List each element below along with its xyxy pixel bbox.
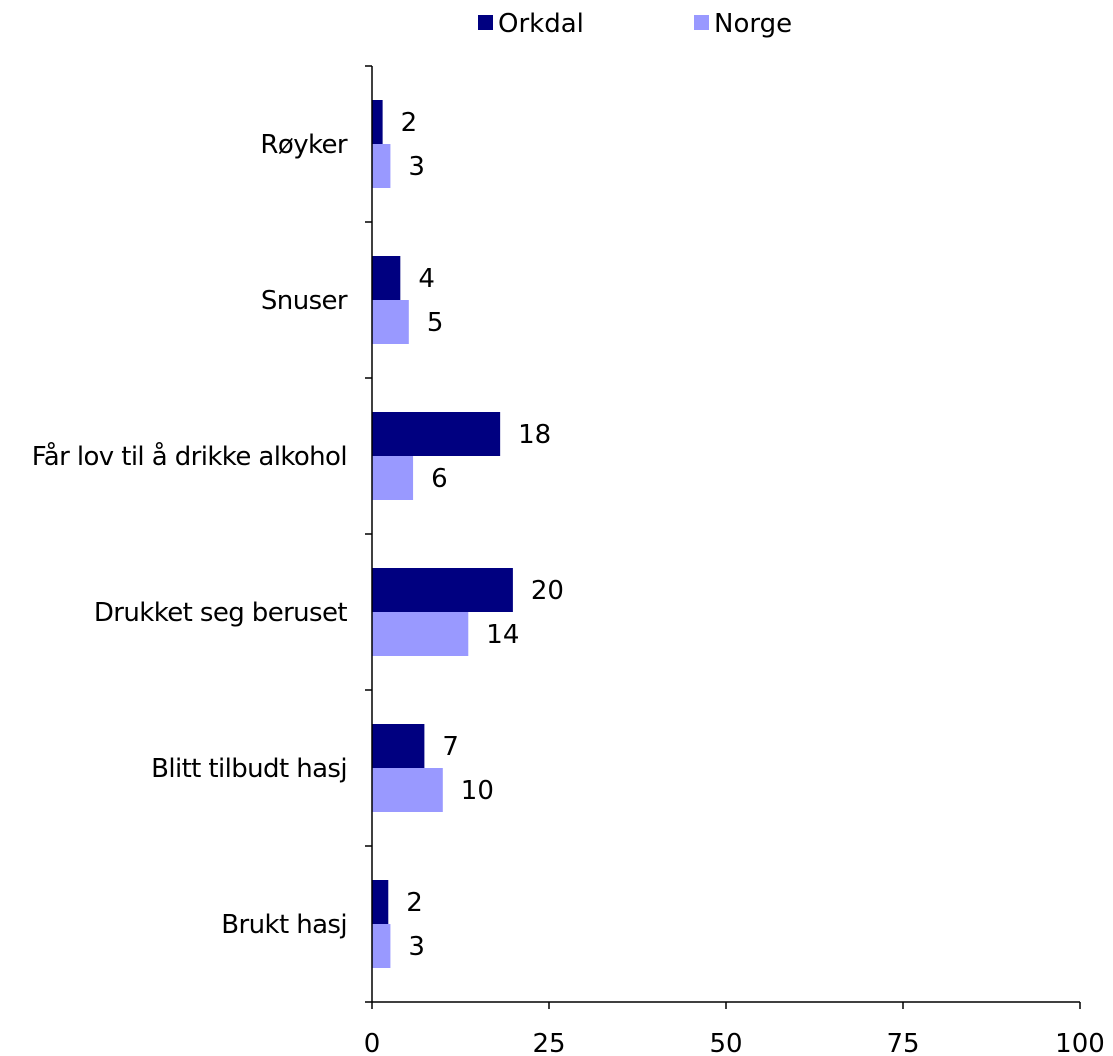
legend-swatch-norge — [694, 15, 709, 30]
data-label-orkdal-2: 18 — [518, 420, 551, 450]
bar-norge-3 — [372, 612, 469, 656]
bar-orkdal-5 — [372, 880, 389, 924]
data-label-norge-2: 6 — [431, 464, 448, 494]
bar-orkdal-2 — [372, 412, 501, 456]
x-tick-label-2: 50 — [709, 1029, 742, 1056]
bar-norge-1 — [372, 300, 409, 344]
data-label-norge-5: 3 — [408, 932, 425, 962]
data-label-orkdal-4: 7 — [442, 732, 459, 762]
category-label-1: Snuser — [261, 286, 348, 316]
x-tick-label-1: 25 — [532, 1029, 565, 1056]
category-label-0: Røyker — [260, 130, 347, 160]
category-label-5: Brukt hasj — [221, 910, 347, 940]
bar-orkdal-1 — [372, 256, 401, 300]
legend-swatch-orkdal — [478, 15, 493, 30]
x-tick-label-0: 0 — [364, 1029, 381, 1056]
legend: Orkdal Norge — [478, 9, 792, 39]
data-label-orkdal-3: 20 — [531, 576, 564, 606]
category-labels: Røyker Snuser Får lov til å drikke alkohol… — [32, 130, 349, 940]
bar-orkdal-4 — [372, 724, 425, 768]
bar-norge-4 — [372, 768, 443, 812]
data-label-orkdal-1: 4 — [418, 264, 435, 294]
data-label-norge-1: 5 — [427, 308, 444, 338]
axes: 0 25 50 75 100 — [364, 65, 1105, 1056]
legend-label-norge: Norge — [714, 9, 792, 39]
category-label-2: Får lov til å drikke alkohol — [32, 441, 347, 472]
data-label-norge-4: 10 — [461, 776, 494, 806]
data-label-orkdal-0: 2 — [401, 108, 418, 138]
bars — [372, 100, 513, 968]
bar-norge-5 — [372, 924, 391, 968]
bar-norge-0 — [372, 144, 391, 188]
legend-label-orkdal: Orkdal — [498, 9, 584, 39]
x-tick-label-4: 100 — [1055, 1029, 1105, 1056]
category-label-4: Blitt tilbudt hasj — [151, 754, 347, 784]
bar-orkdal-3 — [372, 568, 513, 612]
category-label-3: Drukket seg beruset — [94, 598, 348, 628]
bar-norge-2 — [372, 456, 414, 500]
x-tick-label-3: 75 — [886, 1029, 919, 1056]
data-label-orkdal-5: 2 — [406, 888, 423, 918]
data-label-norge-3: 14 — [486, 620, 519, 650]
bar-orkdal-0 — [372, 100, 383, 144]
data-label-norge-0: 3 — [408, 152, 425, 182]
data-labels: 2 3 4 5 18 6 20 14 710 2 3 — [401, 108, 564, 962]
